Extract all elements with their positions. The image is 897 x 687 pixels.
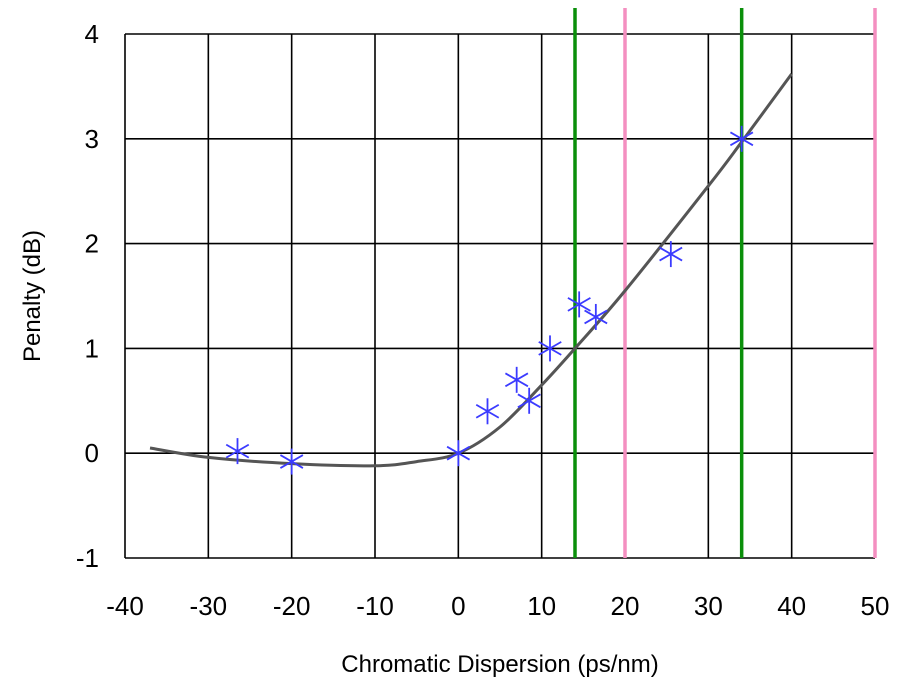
y-tick-label: 0 [85,438,99,468]
data-point-marker [729,125,754,152]
data-markers [225,125,754,475]
marker-stroke [729,131,754,147]
marker-stroke [279,454,304,469]
x-tick-label: 40 [777,591,806,621]
x-tick-label: -30 [190,591,228,621]
y-tick-label: -1 [76,543,99,573]
data-point-marker [475,398,500,425]
x-tick-label: -20 [273,591,311,621]
y-tick-label: 3 [85,124,99,154]
y-tick-label: 1 [85,333,99,363]
x-axis-title: Chromatic Dispersion (ps/nm) [341,651,658,678]
x-tick-label: 0 [451,591,465,621]
marker-stroke [659,246,683,262]
data-point-marker [225,438,250,465]
data-point-marker [446,440,471,467]
reference-lines [573,8,877,558]
x-tick-label: 10 [527,591,556,621]
marker-stroke [446,445,471,461]
fit-curve [149,72,793,468]
data-point-marker [504,366,529,393]
data-point-marker [517,387,541,414]
data-point-marker [538,335,562,362]
x-tick-label: 30 [694,591,723,621]
data-point-marker [659,241,683,268]
x-tick-label: -10 [356,591,394,621]
y-tick-label: 4 [85,19,99,49]
data-point-marker [584,303,608,330]
marker-stroke [584,309,608,325]
x-tick-label: 50 [861,591,890,621]
y-tick-label: 2 [85,229,99,259]
marker-stroke [517,393,541,409]
x-tick-label: -40 [106,591,144,621]
marker-stroke [567,297,591,312]
marker-stroke [504,372,529,388]
marker-stroke [225,443,250,459]
data-point-marker [567,291,591,318]
marker-stroke [475,404,500,419]
grid-lines [124,33,876,559]
y-axis-title: Penalty (dB) [19,230,46,362]
data-point-marker [279,448,304,475]
marker-stroke [538,341,562,356]
x-tick-label: 20 [611,591,640,621]
fit-curve-layer [149,72,793,468]
